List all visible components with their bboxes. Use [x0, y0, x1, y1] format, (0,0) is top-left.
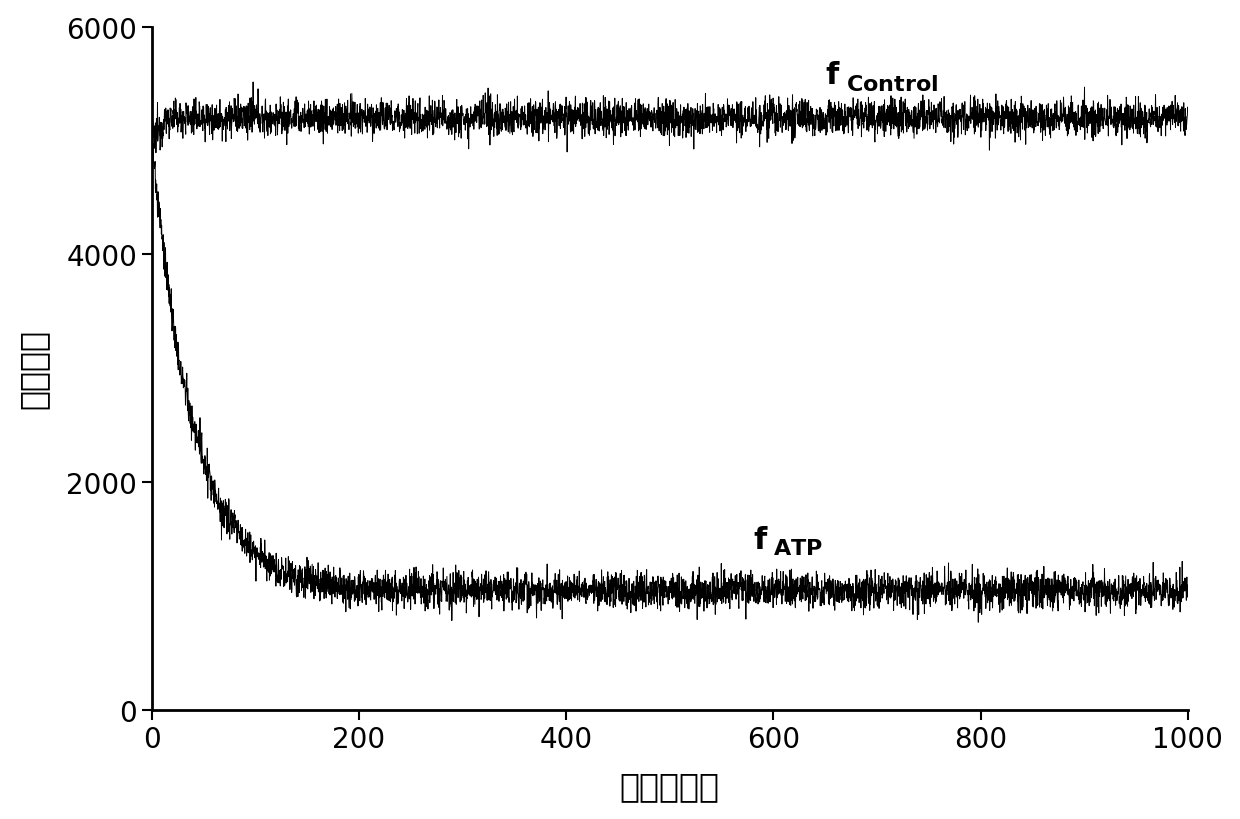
Text: $\bf{ATP}$: $\bf{ATP}$	[774, 538, 823, 559]
Text: $\bf{Control}$: $\bf{Control}$	[846, 74, 939, 96]
Y-axis label: 荧光强度: 荧光强度	[16, 329, 50, 409]
Text: $\bf{f}$: $\bf{f}$	[826, 60, 841, 91]
X-axis label: 时间（秒）: 时间（秒）	[620, 769, 720, 803]
Text: $\bf{f}$: $\bf{f}$	[753, 524, 769, 555]
